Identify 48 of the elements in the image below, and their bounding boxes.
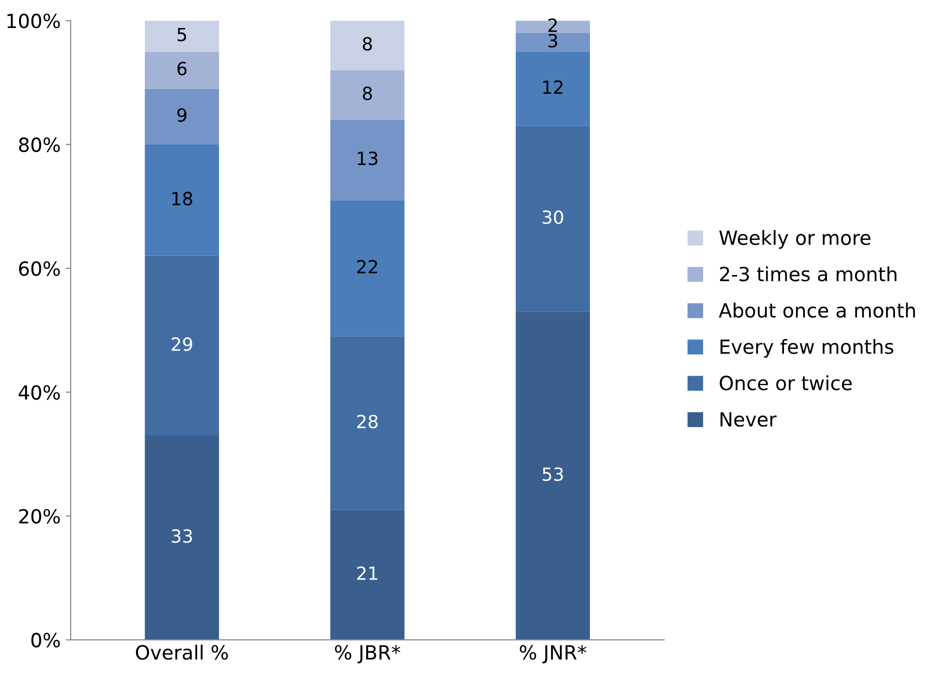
data-label: 28 bbox=[357, 414, 378, 428]
legend-label: 2-3 times a month bbox=[720, 266, 896, 282]
y-tick-label: 60% bbox=[19, 261, 60, 276]
x-tick-label: % JNR* bbox=[520, 645, 586, 664]
bar bbox=[330, 120, 404, 200]
bar bbox=[330, 70, 404, 120]
legend-label: About once a month bbox=[718, 302, 915, 318]
data-label: 33 bbox=[172, 529, 192, 543]
data-label: 53 bbox=[542, 467, 563, 481]
data-label: 29 bbox=[172, 337, 192, 351]
data-label: 12 bbox=[543, 80, 563, 94]
legend-label: Weekly or more bbox=[719, 230, 870, 249]
y-tick-label: 0% bbox=[31, 632, 60, 648]
data-label: 22 bbox=[357, 260, 378, 274]
bar bbox=[144, 52, 220, 89]
y-tick-label: 80% bbox=[19, 137, 60, 152]
bar bbox=[330, 510, 404, 640]
data-label: 6 bbox=[177, 62, 187, 76]
bar bbox=[330, 336, 404, 510]
bar bbox=[516, 52, 590, 126]
legend-label: Never bbox=[720, 412, 777, 427]
data-label: 30 bbox=[542, 210, 564, 224]
bar bbox=[144, 20, 220, 52]
legend-label: Once or twice bbox=[720, 375, 852, 390]
data-label: 18 bbox=[172, 192, 192, 206]
x-tick-label: Overall % bbox=[136, 644, 228, 660]
bar bbox=[330, 200, 404, 336]
data-label: 2 bbox=[548, 18, 557, 32]
data-label: 8 bbox=[362, 86, 372, 100]
legend-label: Every few months bbox=[720, 338, 894, 358]
bar bbox=[516, 126, 590, 312]
y-tick-label: 20% bbox=[19, 508, 60, 524]
data-label: 9 bbox=[177, 108, 186, 122]
bar bbox=[516, 33, 590, 52]
bar bbox=[144, 144, 220, 256]
data-label: 21 bbox=[357, 566, 378, 580]
bar bbox=[144, 88, 220, 144]
bar bbox=[516, 312, 590, 640]
data-label: 8 bbox=[362, 36, 372, 51]
data-label: 5 bbox=[178, 28, 186, 42]
x-tick-label: % JBR* bbox=[334, 645, 400, 664]
bar bbox=[330, 20, 404, 70]
bar bbox=[144, 256, 220, 436]
y-tick-label: 40% bbox=[18, 385, 60, 400]
data-label: 3 bbox=[548, 34, 558, 48]
data-label: 13 bbox=[358, 152, 378, 166]
y-tick-label: 100% bbox=[7, 14, 60, 28]
bar bbox=[144, 436, 220, 640]
